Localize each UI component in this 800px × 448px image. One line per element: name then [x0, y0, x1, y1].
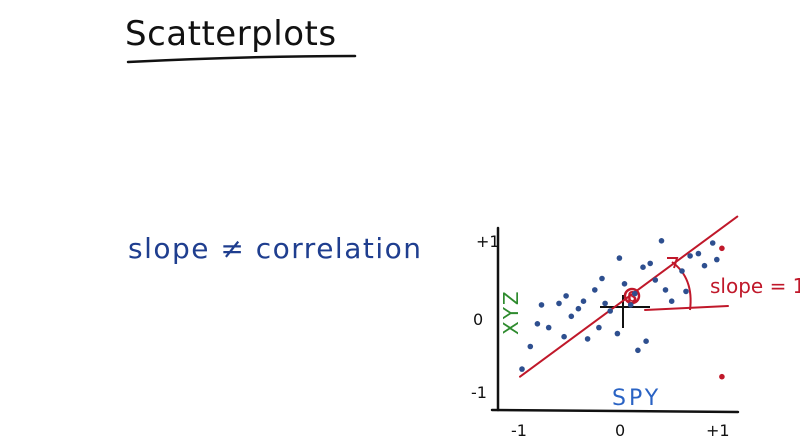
scatter-point: [652, 277, 659, 283]
scatter-point: [668, 298, 675, 305]
scatter-point: [563, 293, 569, 299]
scatter-point: [714, 256, 720, 263]
slope-baseline: [644, 305, 729, 311]
slope-arrowhead: [667, 257, 679, 269]
scatter-point: [709, 240, 716, 246]
scatter-point: [616, 255, 623, 261]
scatter-point: [527, 343, 534, 350]
title-underline: [126, 54, 357, 64]
scatter-point: [556, 300, 562, 307]
scatter-point: [575, 305, 582, 312]
scatter-point: [584, 336, 591, 342]
scatter-point: [687, 253, 693, 259]
scatter-point: [538, 302, 545, 308]
outlier-point: [719, 245, 725, 252]
scatter-point: [580, 298, 587, 305]
scatter-point: [632, 290, 638, 297]
scatter-point: [679, 268, 685, 274]
y-tick-plus1: +1: [476, 232, 500, 251]
scatter-point: [701, 262, 708, 269]
scatter-point: [534, 321, 541, 327]
x-tick-plus1: +1: [706, 421, 730, 440]
y-tick-minus1: -1: [471, 383, 487, 402]
scatter-point: [602, 300, 608, 307]
scatter-point: [627, 302, 634, 308]
scatter-point: [640, 264, 646, 271]
x-tick-0: 0: [615, 421, 625, 440]
x-tick-minus1: -1: [511, 421, 527, 440]
y-tick-0: 0: [473, 310, 483, 329]
slope-annotation: slope = 1: [710, 274, 800, 298]
scatter-point: [519, 366, 525, 372]
scatter-point: [621, 281, 628, 287]
outlier-point: [719, 373, 725, 380]
x-axis-label: SPY: [612, 386, 661, 411]
scatter-point: [545, 324, 552, 331]
fit-line: [519, 215, 739, 378]
x-axis: [490, 408, 740, 414]
scatter-point: [647, 260, 653, 267]
y-axis-label: XYZ: [499, 289, 523, 335]
scatter-points: [519, 238, 725, 380]
scatter-point: [596, 324, 602, 331]
scatter-point: [568, 313, 575, 320]
scatter-point: [662, 287, 669, 293]
scatter-point: [599, 275, 605, 282]
page-title: Scatterplots: [125, 14, 337, 54]
scatter-point: [592, 287, 598, 293]
scatter-point: [561, 333, 567, 340]
beta-label: β: [627, 290, 637, 306]
scatter-point: [658, 238, 665, 244]
slope-correlation-note: slope ≠ correlation: [128, 232, 423, 265]
scatter-point: [643, 338, 649, 345]
scatter-point: [695, 250, 702, 257]
scatter-point: [607, 308, 613, 314]
scatter-point: [614, 330, 621, 337]
scatter-point: [683, 288, 689, 295]
scatter-point: [635, 347, 641, 354]
